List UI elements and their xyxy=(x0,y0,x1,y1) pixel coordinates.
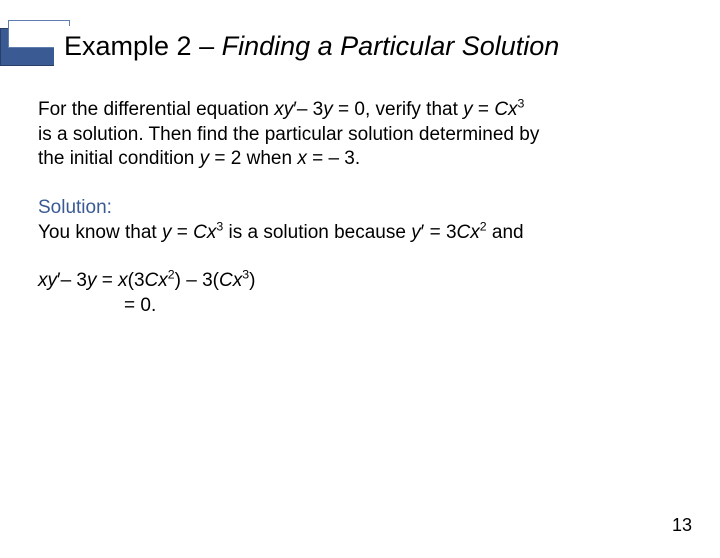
text: = xyxy=(473,99,495,120)
problem-statement: For the differential equation xy′– 3y = … xyxy=(38,98,682,172)
slide-content: For the differential equation xy′– 3y = … xyxy=(0,68,720,319)
var-xy: xy xyxy=(38,270,57,291)
var-x: x xyxy=(118,270,128,291)
var-Cx: Cx xyxy=(494,99,517,120)
text: – 3 xyxy=(297,99,323,120)
text: ) – 3( xyxy=(175,270,219,291)
var-Cx: Cx xyxy=(457,222,480,243)
title-prefix: Example 2 – xyxy=(64,31,222,61)
var-x: x xyxy=(297,148,307,169)
work-block: xy′– 3y = x(3Cx2) – 3(Cx3) = 0. xyxy=(38,269,682,318)
solution-label: Solution: xyxy=(38,197,112,218)
var-Cx: Cx xyxy=(219,270,242,291)
text: ) xyxy=(249,270,255,291)
text: = xyxy=(96,270,118,291)
var-xy: xy xyxy=(274,99,293,120)
var-y: y xyxy=(200,148,210,169)
text: is a solution because xyxy=(223,222,411,243)
text: = 3 xyxy=(424,222,456,243)
text: = 2 when xyxy=(209,148,297,169)
page-number: 13 xyxy=(672,515,692,536)
text: and xyxy=(487,222,524,243)
text: (3 xyxy=(128,270,145,291)
var-y: y xyxy=(411,222,421,243)
text: For the differential equation xyxy=(38,99,274,120)
exponent: 2 xyxy=(168,268,175,282)
exponent: 2 xyxy=(480,219,487,233)
var-y: y xyxy=(323,99,333,120)
text: = xyxy=(171,222,193,243)
title-italic: Finding a Particular Solution xyxy=(222,31,560,61)
title-white-bg: Example 2 – Finding a Particular Solutio… xyxy=(54,26,720,66)
text: – 3 xyxy=(61,270,87,291)
var-y: y xyxy=(463,99,473,120)
title-bar: Example 2 – Finding a Particular Solutio… xyxy=(0,18,720,68)
slide-title: Example 2 – Finding a Particular Solutio… xyxy=(64,31,559,62)
work-result: = 0. xyxy=(38,295,156,316)
text: = 0, verify that xyxy=(333,99,463,120)
solution-block: Solution: You know that y = Cx3 is a sol… xyxy=(38,196,682,245)
text: = – 3. xyxy=(307,148,360,169)
text: the initial condition xyxy=(38,148,200,169)
var-Cx: Cx xyxy=(145,270,168,291)
text: You know that xyxy=(38,222,162,243)
text: is a solution. Then find the particular … xyxy=(38,124,539,145)
exponent: 3 xyxy=(518,97,525,111)
var-Cx: Cx xyxy=(193,222,216,243)
